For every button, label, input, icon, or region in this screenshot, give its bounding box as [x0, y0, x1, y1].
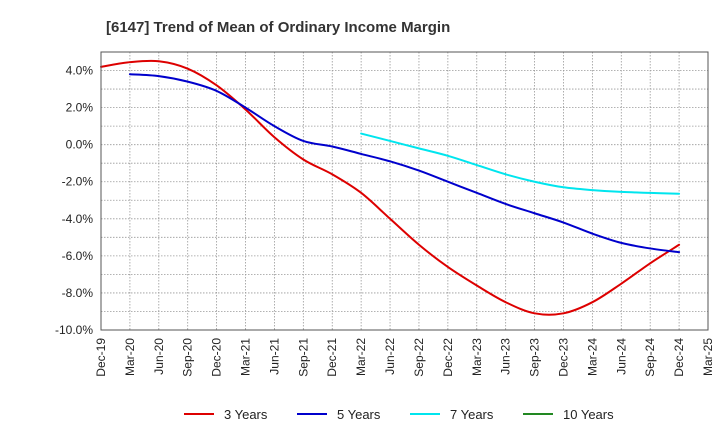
y-tick-label: -8.0% — [62, 286, 94, 300]
x-tick-label: Jun-21 — [267, 338, 281, 375]
x-tick-label: Dec-23 — [556, 338, 570, 377]
y-tick-label: 2.0% — [66, 101, 94, 115]
x-tick-label: Sep-21 — [296, 338, 310, 377]
y-tick-label: -10.0% — [55, 323, 93, 337]
series-line-3-years — [100, 59, 681, 316]
x-tick-label: Dec-21 — [325, 338, 339, 377]
x-tick-label: Mar-20 — [123, 338, 137, 376]
x-tick-label: Sep-23 — [528, 338, 542, 377]
x-tick-label: Mar-25 — [701, 338, 715, 376]
x-tick-label: Jun-20 — [152, 338, 166, 375]
x-tick-label: Jun-22 — [383, 338, 397, 375]
y-axis-ticks: 4.0% 2.0% 0.0% -2.0% -4.0% -6.0% -8.0% -10.0% — [55, 64, 93, 337]
plot-frame — [100, 51, 709, 331]
x-tick-label: Mar-22 — [354, 338, 368, 376]
legend-label-5-years: 5 Years — [337, 407, 381, 422]
x-tick-label: Jun-24 — [614, 338, 628, 375]
chart-title: [6147] Trend of Mean of Ordinary Income … — [106, 19, 450, 36]
x-tick-label: Dec-22 — [441, 338, 455, 377]
series-layer — [100, 59, 681, 316]
x-tick-label: Sep-22 — [412, 338, 426, 377]
series-line-5-years — [128, 73, 681, 254]
legend-label-3-years: 3 Years — [224, 407, 268, 422]
x-tick-label: Sep-24 — [643, 338, 657, 377]
x-tick-label: Dec-20 — [210, 338, 224, 377]
y-tick-label: 4.0% — [66, 64, 94, 78]
y-tick-label: -4.0% — [62, 212, 94, 226]
x-tick-label: Dec-19 — [94, 338, 108, 377]
y-tick-label: 0.0% — [66, 138, 94, 152]
legend: 3 Years 5 Years 7 Years 10 Years — [184, 407, 614, 422]
y-tick-label: -6.0% — [62, 249, 94, 263]
x-tick-label: Sep-20 — [181, 338, 195, 377]
x-tick-label: Mar-21 — [239, 338, 253, 376]
x-tick-label: Jun-23 — [499, 338, 513, 375]
x-tick-label: Dec-24 — [672, 338, 686, 377]
y-tick-label: -2.0% — [62, 175, 94, 189]
series-line-7-years — [360, 132, 681, 195]
x-tick-label: Mar-24 — [585, 338, 599, 376]
x-tick-label: Mar-23 — [470, 338, 484, 376]
legend-label-10-years: 10 Years — [563, 407, 614, 422]
x-axis-ticks: Dec-19 Mar-20 Jun-20 Sep-20 Dec-20 Mar-21 Jun-… — [94, 338, 715, 377]
legend-label-7-years: 7 Years — [450, 407, 494, 422]
